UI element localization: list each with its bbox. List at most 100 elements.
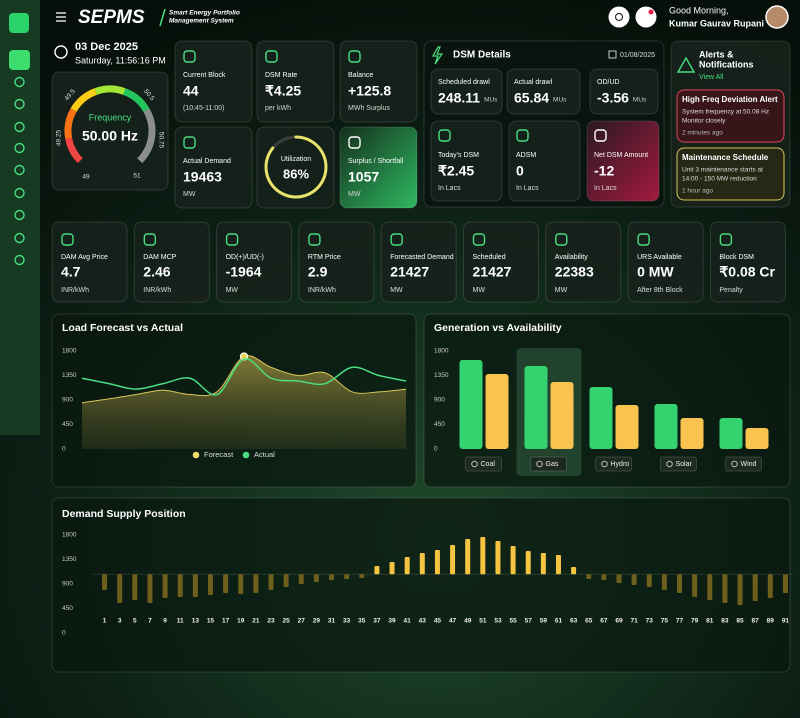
y-tick-label: 0: [62, 446, 66, 453]
metric-card: [463, 221, 539, 303]
kpi-value: 1057: [348, 169, 379, 185]
gauge-tick: 51: [133, 173, 141, 180]
bar: [707, 574, 713, 601]
nav-icon[interactable]: [14, 254, 25, 266]
icon: [265, 50, 278, 63]
dsm-unit: MUs: [633, 97, 647, 104]
category-chip: [660, 456, 697, 472]
nav-icon[interactable]: [14, 209, 25, 221]
x-tick-label: 31: [328, 618, 336, 625]
y-tick-label: 450: [62, 421, 73, 428]
dsm-unit: In Lacs: [438, 185, 461, 192]
bar: [434, 550, 440, 575]
y-tick-label: 450: [434, 421, 445, 428]
x-tick-label: 5: [133, 618, 137, 625]
metric-value: 21427: [390, 264, 429, 280]
bar: [268, 574, 274, 590]
x-tick-label: 27: [298, 618, 306, 625]
x-tick-label: Wind: [741, 461, 757, 468]
bar: [404, 556, 410, 575]
bar: [313, 574, 319, 582]
avatar[interactable]: [765, 5, 789, 29]
category-chip: [595, 456, 632, 472]
gauge-arc: [123, 88, 150, 112]
legend-label: Actual: [254, 450, 275, 459]
bar: [615, 405, 639, 449]
nav-active[interactable]: [9, 50, 30, 70]
metric-label: Scheduled: [473, 254, 506, 261]
notification-button[interactable]: [635, 6, 657, 28]
nav-icon[interactable]: [14, 76, 25, 88]
bar: [631, 574, 637, 585]
x-tick-label: Coal: [481, 461, 496, 468]
nav-icon[interactable]: [14, 164, 25, 176]
dsm-label: Actual drawl: [514, 79, 553, 86]
bar: [654, 403, 678, 449]
bar: [374, 565, 380, 575]
bar: [722, 574, 728, 604]
bar: [283, 574, 289, 587]
view-all[interactable]: View All: [699, 74, 724, 81]
x-tick-label: 21: [252, 618, 260, 625]
metric-unit: After 8th Block: [637, 287, 683, 294]
alert-card: [676, 147, 785, 201]
nav-icon[interactable]: [14, 187, 25, 199]
kpi-value: +125.8: [348, 83, 391, 99]
x-tick-label: 85: [736, 618, 744, 625]
legend-label: Forecast: [204, 450, 234, 459]
icon: [516, 129, 529, 142]
metric-value: -1964: [226, 264, 262, 280]
bar: [253, 574, 259, 593]
gauge-arc: [70, 88, 97, 112]
alert-title: Maintenance Schedule: [682, 153, 769, 162]
metric-card: [709, 221, 786, 303]
bar: [238, 574, 244, 595]
icon: [472, 233, 486, 246]
bar: [162, 574, 168, 598]
nav-icon[interactable]: [14, 121, 25, 133]
alerts-title: Notifications: [699, 59, 754, 69]
metric-value: 22383: [555, 264, 594, 280]
category-icon: [471, 460, 478, 468]
metric-unit: INR/kWh: [308, 287, 336, 294]
bar: [601, 574, 607, 581]
logo-icon[interactable]: [9, 13, 29, 33]
nav-icon[interactable]: [14, 98, 25, 110]
metric-card: [627, 221, 704, 303]
bar: [540, 553, 546, 575]
x-tick-label: 63: [570, 618, 578, 625]
category-icon: [666, 460, 673, 468]
alert-icon: [676, 56, 696, 73]
icon: [348, 136, 361, 149]
gauge-value: 50.00 Hz: [82, 128, 138, 144]
kpi-label: Actual Demand: [183, 158, 231, 165]
gauge-arc: [94, 85, 126, 95]
x-tick-label: Gas: [546, 461, 559, 468]
alert-card: [676, 89, 785, 143]
dsm-unit: In Lacs: [516, 185, 539, 192]
notification-dot: [648, 9, 654, 15]
y-tick-label: 1800: [62, 532, 77, 539]
x-tick-label: 71: [631, 618, 639, 625]
metric-unit: MW: [473, 287, 486, 294]
dsm-date: 01/08/2025: [620, 52, 655, 59]
bar: [389, 562, 395, 575]
alert-text: 14:00 - 150 MW reduction: [682, 176, 757, 183]
dsm-unit: MUs: [484, 97, 498, 104]
tagline: Management System: [169, 18, 234, 25]
x-tick-label: 37: [373, 618, 381, 625]
y-tick-label: 1350: [62, 556, 77, 563]
metric-unit: MW: [555, 287, 568, 294]
y-tick-label: 900: [434, 397, 445, 404]
bar: [550, 382, 574, 449]
nav-icon[interactable]: [14, 142, 25, 154]
theme-button[interactable]: [608, 6, 630, 28]
x-tick-label: 41: [404, 618, 412, 625]
logo: SEPMS: [78, 7, 145, 28]
bar: [525, 551, 531, 575]
bar: [616, 574, 622, 584]
nav-icon[interactable]: [14, 232, 25, 244]
alert-time: 1 hour ago: [682, 188, 713, 195]
dsm-value: -12: [594, 163, 614, 179]
